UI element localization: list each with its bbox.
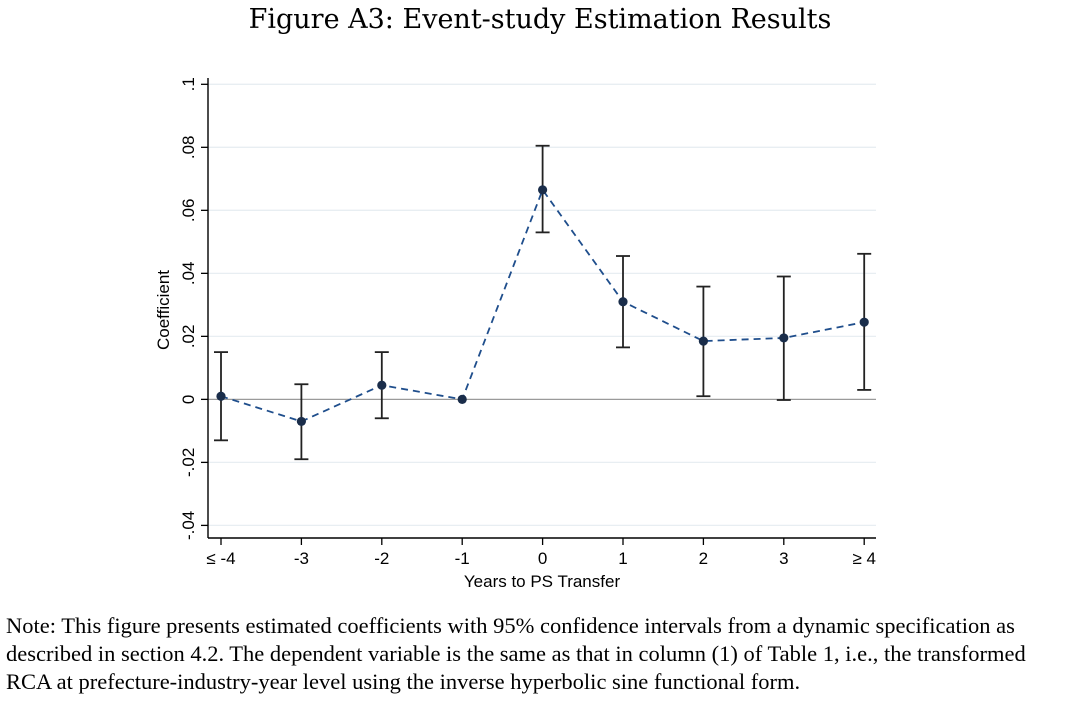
coefficient-series bbox=[216, 185, 869, 427]
y-tick-label: .02 bbox=[179, 325, 198, 349]
y-axis-ticks: -.04 -.02 0 .02 .04 .06 .08 .1 bbox=[179, 77, 208, 540]
x-tick-label: ≤ -4 bbox=[206, 549, 235, 568]
x-tick-label: 3 bbox=[779, 549, 788, 568]
data-point bbox=[216, 391, 226, 401]
y-tick-label: .1 bbox=[179, 77, 198, 91]
series-line bbox=[220, 187, 865, 423]
data-point bbox=[698, 336, 709, 346]
x-tick-label: ≥ 4 bbox=[852, 549, 876, 568]
x-axis-title: Years to PS Transfer bbox=[464, 572, 621, 591]
y-tick-label: .08 bbox=[179, 135, 198, 159]
figure-title: Figure A3: Event-study Estimation Result… bbox=[248, 4, 832, 35]
data-point bbox=[296, 416, 306, 427]
y-tick-label: .04 bbox=[179, 262, 198, 286]
event-study-chart: -.04 -.02 0 .02 .04 .06 .08 .1 ≤ -4 -3 -2 -1 0 1 2 3 ≥ … bbox=[154, 77, 876, 591]
x-tick-label: 2 bbox=[699, 549, 708, 568]
data-point bbox=[859, 317, 869, 327]
y-tick-label: -.04 bbox=[179, 511, 198, 540]
data-point bbox=[377, 380, 387, 390]
data-point bbox=[618, 297, 628, 307]
y-tick-label: -.02 bbox=[179, 448, 198, 477]
x-tick-label: -2 bbox=[374, 549, 389, 568]
y-axis-title: Coefficient bbox=[154, 270, 173, 350]
x-tick-label: -3 bbox=[294, 549, 309, 568]
figure-note: Note: This figure presents estimated coe… bbox=[6, 613, 1026, 694]
x-tick-label: 1 bbox=[618, 549, 627, 568]
data-point bbox=[457, 394, 467, 404]
y-tick-label: .06 bbox=[179, 199, 198, 223]
x-tick-label: 0 bbox=[538, 549, 547, 568]
x-tick-label: -1 bbox=[455, 549, 470, 568]
y-tick-label: 0 bbox=[179, 395, 198, 404]
data-point bbox=[538, 185, 548, 195]
x-axis-ticks: ≤ -4 -3 -2 -1 0 1 2 3 ≥ 4 bbox=[206, 538, 876, 568]
data-point bbox=[779, 333, 789, 343]
